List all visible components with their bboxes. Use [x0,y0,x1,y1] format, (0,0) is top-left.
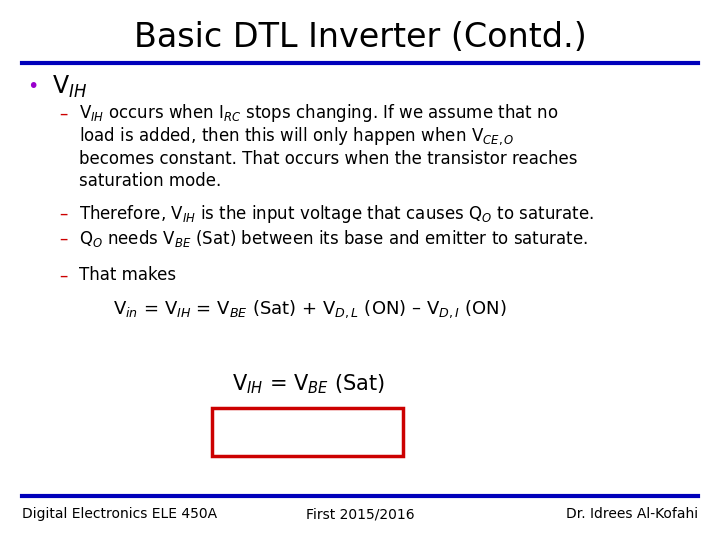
Text: Digital Electronics ELE 450A: Digital Electronics ELE 450A [22,507,217,521]
Text: –: – [59,205,68,223]
Text: V$_{IH}$ occurs when I$_{RC}$ stops changing. If we assume that no: V$_{IH}$ occurs when I$_{RC}$ stops chan… [79,103,559,124]
Text: That makes: That makes [79,266,176,285]
Text: Dr. Idrees Al-Kofahi: Dr. Idrees Al-Kofahi [566,507,698,521]
Text: V$_{IH}$ = V$_{BE}$ (Sat): V$_{IH}$ = V$_{BE}$ (Sat) [232,372,384,396]
Text: saturation mode.: saturation mode. [79,172,222,191]
Text: –: – [59,266,68,285]
Text: Therefore, V$_{IH}$ is the input voltage that causes Q$_{O}$ to saturate.: Therefore, V$_{IH}$ is the input voltage… [79,203,594,225]
Text: –: – [59,230,68,248]
Text: V$_{IH}$: V$_{IH}$ [52,73,87,99]
Text: –: – [59,104,68,123]
Text: Basic DTL Inverter (Contd.): Basic DTL Inverter (Contd.) [134,21,586,55]
Text: becomes constant. That occurs when the transistor reaches: becomes constant. That occurs when the t… [79,150,577,168]
Text: Q$_{O}$ needs V$_{BE}$ (Sat) between its base and emitter to saturate.: Q$_{O}$ needs V$_{BE}$ (Sat) between its… [79,228,588,249]
Text: First 2015/2016: First 2015/2016 [306,507,414,521]
Text: load is added, then this will only happen when V$_{CE,O}$: load is added, then this will only happe… [79,125,515,147]
Text: V$_{in}$ = V$_{IH}$ = V$_{BE}$ (Sat) + V$_{D,L}$ (ON) – V$_{D,I}$ (ON): V$_{in}$ = V$_{IH}$ = V$_{BE}$ (Sat) + V… [113,298,506,320]
Text: •: • [27,77,39,96]
